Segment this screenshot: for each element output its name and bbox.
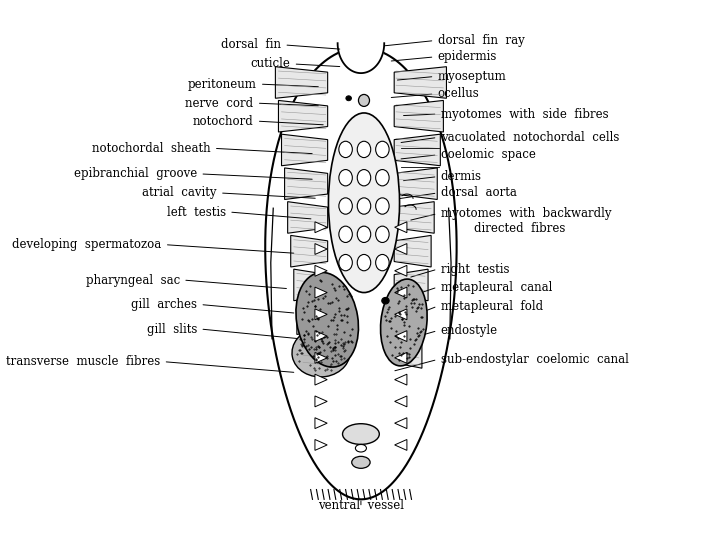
Text: directed  fibres: directed fibres: [474, 223, 566, 235]
Ellipse shape: [357, 226, 371, 242]
Polygon shape: [315, 287, 327, 298]
Text: right  testis: right testis: [441, 263, 509, 276]
Ellipse shape: [292, 328, 350, 377]
Ellipse shape: [296, 272, 358, 367]
Polygon shape: [278, 101, 327, 132]
Ellipse shape: [352, 456, 370, 468]
Ellipse shape: [376, 170, 389, 186]
Polygon shape: [394, 202, 434, 233]
Polygon shape: [315, 396, 327, 407]
Polygon shape: [293, 269, 327, 301]
Polygon shape: [394, 287, 407, 298]
Text: epibranchial  groove: epibranchial groove: [74, 167, 198, 181]
Polygon shape: [394, 374, 407, 385]
Polygon shape: [275, 67, 327, 98]
Ellipse shape: [358, 95, 369, 107]
Text: left  testis: left testis: [167, 206, 226, 218]
Polygon shape: [394, 101, 443, 132]
Polygon shape: [394, 134, 441, 166]
Polygon shape: [394, 396, 407, 407]
Ellipse shape: [376, 141, 389, 158]
Text: ocellus: ocellus: [438, 88, 479, 101]
Ellipse shape: [357, 141, 371, 158]
Polygon shape: [394, 265, 407, 276]
Text: transverse  muscle  fibres: transverse muscle fibres: [6, 355, 161, 368]
Text: peritoneum: peritoneum: [187, 78, 257, 91]
Polygon shape: [315, 439, 327, 450]
Text: endostyle: endostyle: [441, 324, 497, 337]
Text: nerve  cord: nerve cord: [185, 97, 254, 109]
Polygon shape: [394, 309, 407, 320]
Text: dorsal  fin  ray: dorsal fin ray: [438, 34, 524, 47]
Ellipse shape: [342, 424, 379, 444]
Ellipse shape: [381, 279, 427, 366]
Ellipse shape: [357, 170, 371, 186]
Polygon shape: [315, 374, 327, 385]
Polygon shape: [394, 330, 407, 341]
Polygon shape: [291, 235, 327, 267]
Text: cuticle: cuticle: [250, 57, 291, 71]
Text: notochord: notochord: [193, 115, 254, 127]
Ellipse shape: [346, 96, 351, 101]
Polygon shape: [288, 202, 327, 233]
Ellipse shape: [381, 298, 389, 304]
Text: sub-endostylar  coelomic  canal: sub-endostylar coelomic canal: [441, 353, 629, 366]
Ellipse shape: [339, 254, 353, 271]
Ellipse shape: [339, 170, 353, 186]
Polygon shape: [394, 352, 407, 363]
Polygon shape: [394, 235, 431, 267]
Text: atrial  cavity: atrial cavity: [142, 187, 217, 200]
Ellipse shape: [339, 141, 353, 158]
Text: dorsal  fin: dorsal fin: [221, 38, 281, 51]
Polygon shape: [394, 336, 422, 368]
Text: metapleural  canal: metapleural canal: [441, 281, 552, 294]
Ellipse shape: [339, 198, 353, 214]
Polygon shape: [265, 48, 456, 499]
Text: dermis: dermis: [441, 170, 482, 183]
Polygon shape: [394, 222, 407, 232]
Polygon shape: [394, 303, 425, 334]
Polygon shape: [315, 352, 327, 363]
Text: myotomes  with  side  fibres: myotomes with side fibres: [441, 108, 609, 120]
Text: ventral  vessel: ventral vessel: [318, 499, 404, 512]
Polygon shape: [394, 439, 407, 450]
Polygon shape: [297, 303, 327, 334]
Text: myoseptum: myoseptum: [438, 70, 506, 83]
Polygon shape: [337, 43, 384, 73]
Polygon shape: [315, 222, 327, 232]
Polygon shape: [315, 265, 327, 276]
Ellipse shape: [329, 113, 399, 293]
Polygon shape: [394, 269, 428, 301]
Text: gill  slits: gill slits: [147, 323, 198, 335]
Text: epidermis: epidermis: [438, 50, 497, 63]
Polygon shape: [315, 309, 327, 320]
Polygon shape: [394, 418, 407, 429]
Text: coelomic  space: coelomic space: [441, 148, 536, 161]
Text: myotomes  with  backwardly: myotomes with backwardly: [441, 207, 611, 220]
Ellipse shape: [376, 254, 389, 271]
Ellipse shape: [357, 198, 371, 214]
Text: vacuolated  notochordal  cells: vacuolated notochordal cells: [441, 131, 619, 144]
Text: gill  arches: gill arches: [131, 298, 198, 311]
Polygon shape: [315, 418, 327, 429]
Polygon shape: [281, 134, 327, 166]
Ellipse shape: [357, 254, 371, 271]
Polygon shape: [285, 168, 327, 200]
Text: dorsal  aorta: dorsal aorta: [441, 187, 516, 200]
Polygon shape: [315, 330, 327, 341]
Text: metapleural  fold: metapleural fold: [441, 300, 543, 313]
Text: pharyngeal  sac: pharyngeal sac: [86, 274, 180, 287]
Polygon shape: [394, 243, 407, 254]
Ellipse shape: [376, 226, 389, 242]
Ellipse shape: [339, 226, 353, 242]
Ellipse shape: [376, 198, 389, 214]
Polygon shape: [394, 168, 437, 200]
Polygon shape: [394, 67, 446, 98]
Text: developing  spermatozoa: developing spermatozoa: [12, 238, 162, 251]
Text: notochordal  sheath: notochordal sheath: [92, 142, 211, 155]
Polygon shape: [300, 336, 327, 368]
Polygon shape: [315, 243, 327, 254]
